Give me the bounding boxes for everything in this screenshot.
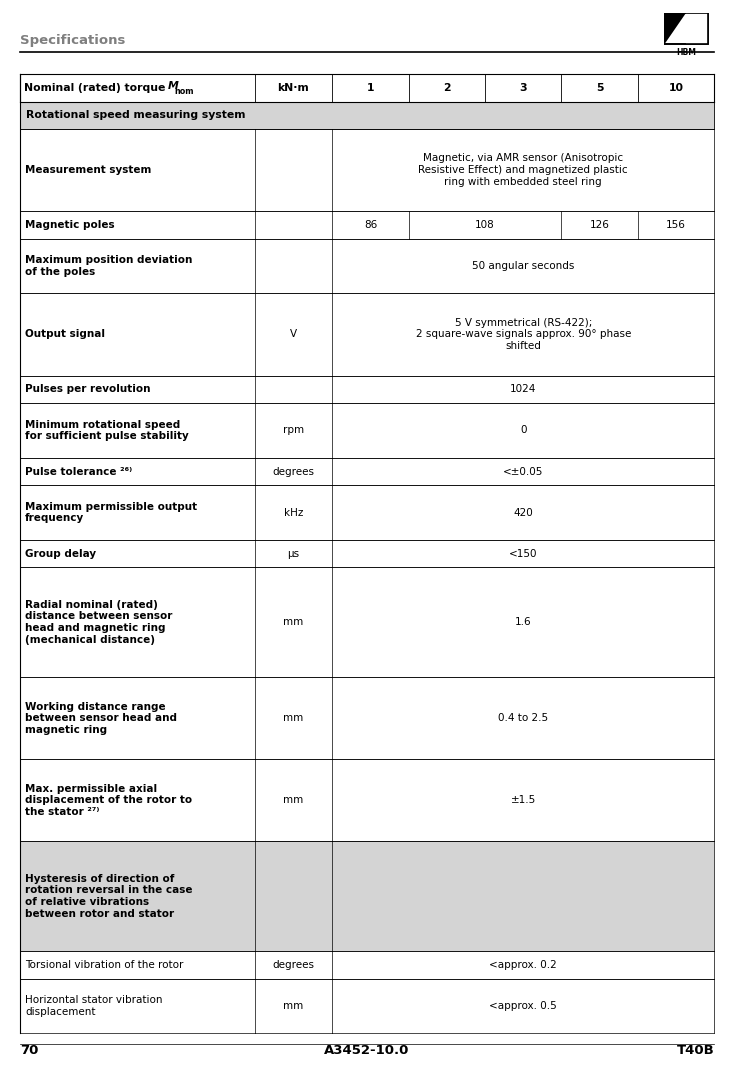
Text: 2: 2	[443, 83, 451, 93]
Text: 156: 156	[666, 220, 686, 230]
Text: 5 V symmetrical (RS-422);
2 square-wave signals approx. 90° phase
shifted: 5 V symmetrical (RS-422); 2 square-wave …	[415, 318, 631, 351]
Text: Group delay: Group delay	[25, 548, 96, 559]
Text: rpm: rpm	[283, 425, 304, 435]
Text: Radial nominal (rated)
distance between sensor
head and magnetic ring
(mechanica: Radial nominal (rated) distance between …	[25, 600, 172, 644]
Text: <approx. 0.5: <approx. 0.5	[490, 1001, 557, 1010]
Text: HBM: HBM	[676, 48, 696, 57]
Text: Maximum permissible output
frequency: Maximum permissible output frequency	[25, 501, 197, 523]
Text: 420: 420	[513, 508, 533, 518]
Text: mm: mm	[283, 1001, 304, 1010]
Text: <approx. 0.2: <approx. 0.2	[490, 960, 557, 970]
Text: V: V	[290, 329, 297, 339]
Text: T40B: T40B	[677, 1044, 714, 1057]
Text: Maximum position deviation
of the poles: Maximum position deviation of the poles	[25, 255, 192, 277]
Text: 3: 3	[520, 83, 527, 93]
Text: Pulses per revolution: Pulses per revolution	[25, 385, 150, 395]
Text: mm: mm	[283, 796, 304, 806]
Text: 1024: 1024	[510, 385, 537, 395]
Text: kHz: kHz	[284, 508, 303, 518]
Text: nom: nom	[174, 86, 194, 96]
Text: ±1.5: ±1.5	[511, 796, 536, 806]
Text: M: M	[167, 81, 178, 92]
Text: 70: 70	[20, 1044, 38, 1057]
Text: kN·m: kN·m	[277, 83, 309, 93]
Text: Nominal (rated) torque: Nominal (rated) torque	[24, 83, 170, 93]
Text: <±0.05: <±0.05	[503, 467, 543, 476]
Text: A3452-10.0: A3452-10.0	[324, 1044, 410, 1057]
Text: Minimum rotational speed
for sufficient pulse stability: Minimum rotational speed for sufficient …	[25, 420, 189, 441]
Text: 1: 1	[367, 83, 374, 93]
Text: 10: 10	[669, 83, 683, 93]
Text: 86: 86	[364, 220, 377, 230]
Text: Specifications: Specifications	[20, 34, 126, 47]
Text: Torsional vibration of the rotor: Torsional vibration of the rotor	[25, 960, 184, 970]
Text: 1.6: 1.6	[515, 617, 531, 627]
Text: μs: μs	[287, 548, 299, 559]
Text: Rotational speed measuring system: Rotational speed measuring system	[26, 110, 245, 120]
Text: Hysteresis of direction of
rotation reversal in the case
of relative vibrations
: Hysteresis of direction of rotation reve…	[25, 874, 192, 919]
Text: 0.4 to 2.5: 0.4 to 2.5	[498, 713, 548, 723]
Polygon shape	[664, 13, 686, 45]
Text: 126: 126	[589, 220, 609, 230]
Text: Measurement system: Measurement system	[25, 165, 151, 175]
Text: 5: 5	[596, 83, 603, 93]
Text: 108: 108	[475, 220, 495, 230]
Text: Magnetic poles: Magnetic poles	[25, 220, 115, 230]
Text: 50 angular seconds: 50 angular seconds	[472, 261, 575, 271]
Text: Magnetic, via AMR sensor (Anisotropic
Resistive Effect) and magnetized plastic
r: Magnetic, via AMR sensor (Anisotropic Re…	[418, 154, 628, 186]
Text: Pulse tolerance ²⁶⁾: Pulse tolerance ²⁶⁾	[25, 467, 132, 476]
Text: <150: <150	[509, 548, 537, 559]
Text: Max. permissible axial
displacement of the rotor to
the stator ²⁷⁾: Max. permissible axial displacement of t…	[25, 784, 192, 818]
Text: Output signal: Output signal	[25, 329, 105, 339]
Text: Horizontal stator vibration
displacement: Horizontal stator vibration displacement	[25, 995, 162, 1017]
Text: Working distance range
between sensor head and
magnetic ring: Working distance range between sensor he…	[25, 702, 177, 735]
Text: 0: 0	[520, 425, 526, 435]
Text: mm: mm	[283, 617, 304, 627]
Bar	[686, 13, 708, 45]
Text: degrees: degrees	[272, 467, 314, 476]
Text: mm: mm	[283, 713, 304, 723]
Text: degrees: degrees	[272, 960, 314, 970]
